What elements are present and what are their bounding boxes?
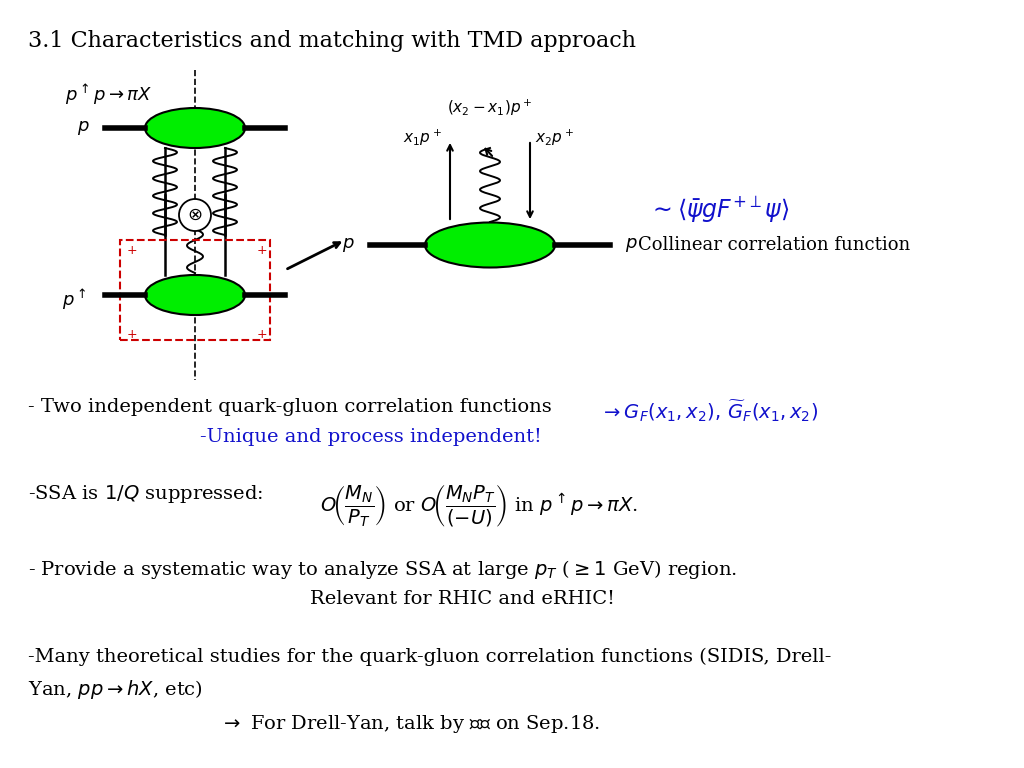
Text: $p$: $p$ (342, 236, 355, 254)
Text: +: + (127, 243, 137, 257)
Ellipse shape (145, 275, 245, 315)
Text: $p^{\uparrow}$: $p^{\uparrow}$ (62, 287, 87, 313)
Text: +: + (257, 243, 267, 257)
Text: -SSA is $1/Q$ suppressed:: -SSA is $1/Q$ suppressed: (28, 483, 263, 505)
Circle shape (179, 199, 211, 231)
Text: $O\!\left(\dfrac{M_N}{P_T}\right)$ or $O\!\left(\dfrac{M_N P_T}{(-U)}\right)$ in: $O\!\left(\dfrac{M_N}{P_T}\right)$ or $O… (319, 483, 638, 529)
Text: $\to G_F(x_1,x_2),\, \widetilde{G}_F(x_1,x_2)$: $\to G_F(x_1,x_2),\, \widetilde{G}_F(x_1… (600, 398, 818, 424)
Text: $x_2 p^+$: $x_2 p^+$ (535, 127, 573, 148)
Text: $\to$ For Drell-Yan, talk by 金沢 on Sep.18.: $\to$ For Drell-Yan, talk by 金沢 on Sep.1… (220, 713, 600, 735)
Ellipse shape (425, 223, 555, 267)
Text: +: + (257, 329, 267, 342)
Text: 3.1 Characteristics and matching with TMD approach: 3.1 Characteristics and matching with TM… (28, 30, 636, 52)
Text: +: + (127, 329, 137, 342)
Text: Relevant for RHIC and eRHIC!: Relevant for RHIC and eRHIC! (310, 590, 614, 608)
Text: $\sim \langle \bar{\psi} g F^{+\perp} \psi \rangle$: $\sim \langle \bar{\psi} g F^{+\perp} \p… (648, 195, 790, 225)
Ellipse shape (145, 108, 245, 148)
Bar (120, 240, 270, 340)
Text: - Provide a systematic way to analyze SSA at large $p_T$ ($\geq 1$ GeV) region.: - Provide a systematic way to analyze SS… (28, 558, 737, 581)
Text: $(x_2-x_1)p^+$: $(x_2-x_1)p^+$ (447, 98, 532, 118)
Text: $x_1 p^+$: $x_1 p^+$ (403, 127, 442, 148)
Text: Yan, $pp \to hX$, etc): Yan, $pp \to hX$, etc) (28, 678, 203, 701)
Text: $\otimes$: $\otimes$ (187, 206, 203, 224)
Text: -Many theoretical studies for the quark-gluon correlation functions (SIDIS, Drel: -Many theoretical studies for the quark-… (28, 648, 831, 667)
Text: Collinear correlation function: Collinear correlation function (638, 236, 910, 254)
Text: $p^{\uparrow}p \to \pi X$: $p^{\uparrow}p \to \pi X$ (65, 83, 153, 108)
Text: $p$: $p$ (78, 119, 90, 137)
Text: -Unique and process independent!: -Unique and process independent! (200, 428, 542, 446)
Text: - Two independent quark-gluon correlation functions: - Two independent quark-gluon correlatio… (28, 398, 552, 416)
Text: $p$: $p$ (625, 236, 638, 254)
